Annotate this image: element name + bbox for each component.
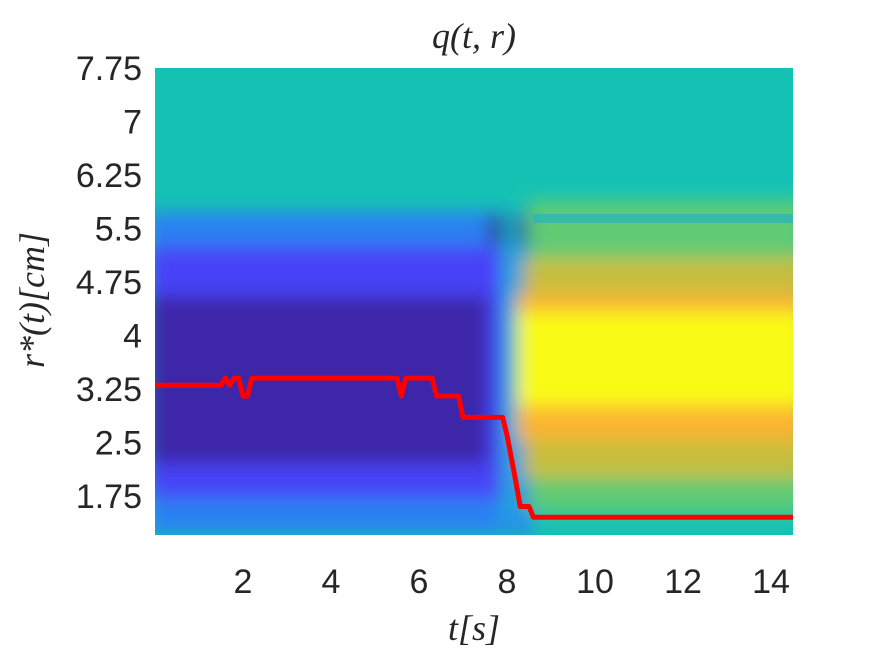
x-tick-label: 10 bbox=[576, 563, 614, 601]
x-tick-label: 8 bbox=[498, 563, 517, 601]
y-tick-label: 4 bbox=[123, 317, 142, 355]
heatmap-stripe bbox=[533, 214, 793, 223]
heatmap-hot-core bbox=[512, 312, 793, 406]
x-tick-label: 6 bbox=[410, 563, 429, 601]
y-tick-label: 7 bbox=[123, 103, 142, 141]
x-tick-label: 12 bbox=[664, 563, 702, 601]
y-axis-label: r*(t)[cm] bbox=[12, 232, 52, 368]
y-tick-label: 4.75 bbox=[76, 264, 142, 302]
x-tick-label: 4 bbox=[322, 563, 341, 601]
y-tick-label: 2.5 bbox=[95, 424, 142, 462]
y-tick-label: 6.25 bbox=[76, 157, 142, 195]
y-axis: 1.75 2.5 3.25 4 4.75 5.5 6.25 7 7.75 bbox=[76, 50, 142, 516]
x-tick-label: 14 bbox=[752, 563, 790, 601]
y-tick-label: 7.75 bbox=[76, 50, 142, 88]
y-tick-label: 1.75 bbox=[76, 478, 142, 516]
x-tick-label: 2 bbox=[234, 563, 253, 601]
x-axis: 2 4 6 8 10 12 14 bbox=[234, 563, 790, 601]
heatmap-field bbox=[155, 200, 793, 534]
series-line-r-star bbox=[155, 375, 793, 520]
chart-title: q(t, r) bbox=[432, 16, 516, 56]
plot-area bbox=[155, 68, 793, 535]
y-tick-label: 3.25 bbox=[76, 371, 142, 409]
x-axis-label: t[s] bbox=[448, 608, 500, 648]
y-tick-label: 5.5 bbox=[95, 210, 142, 248]
